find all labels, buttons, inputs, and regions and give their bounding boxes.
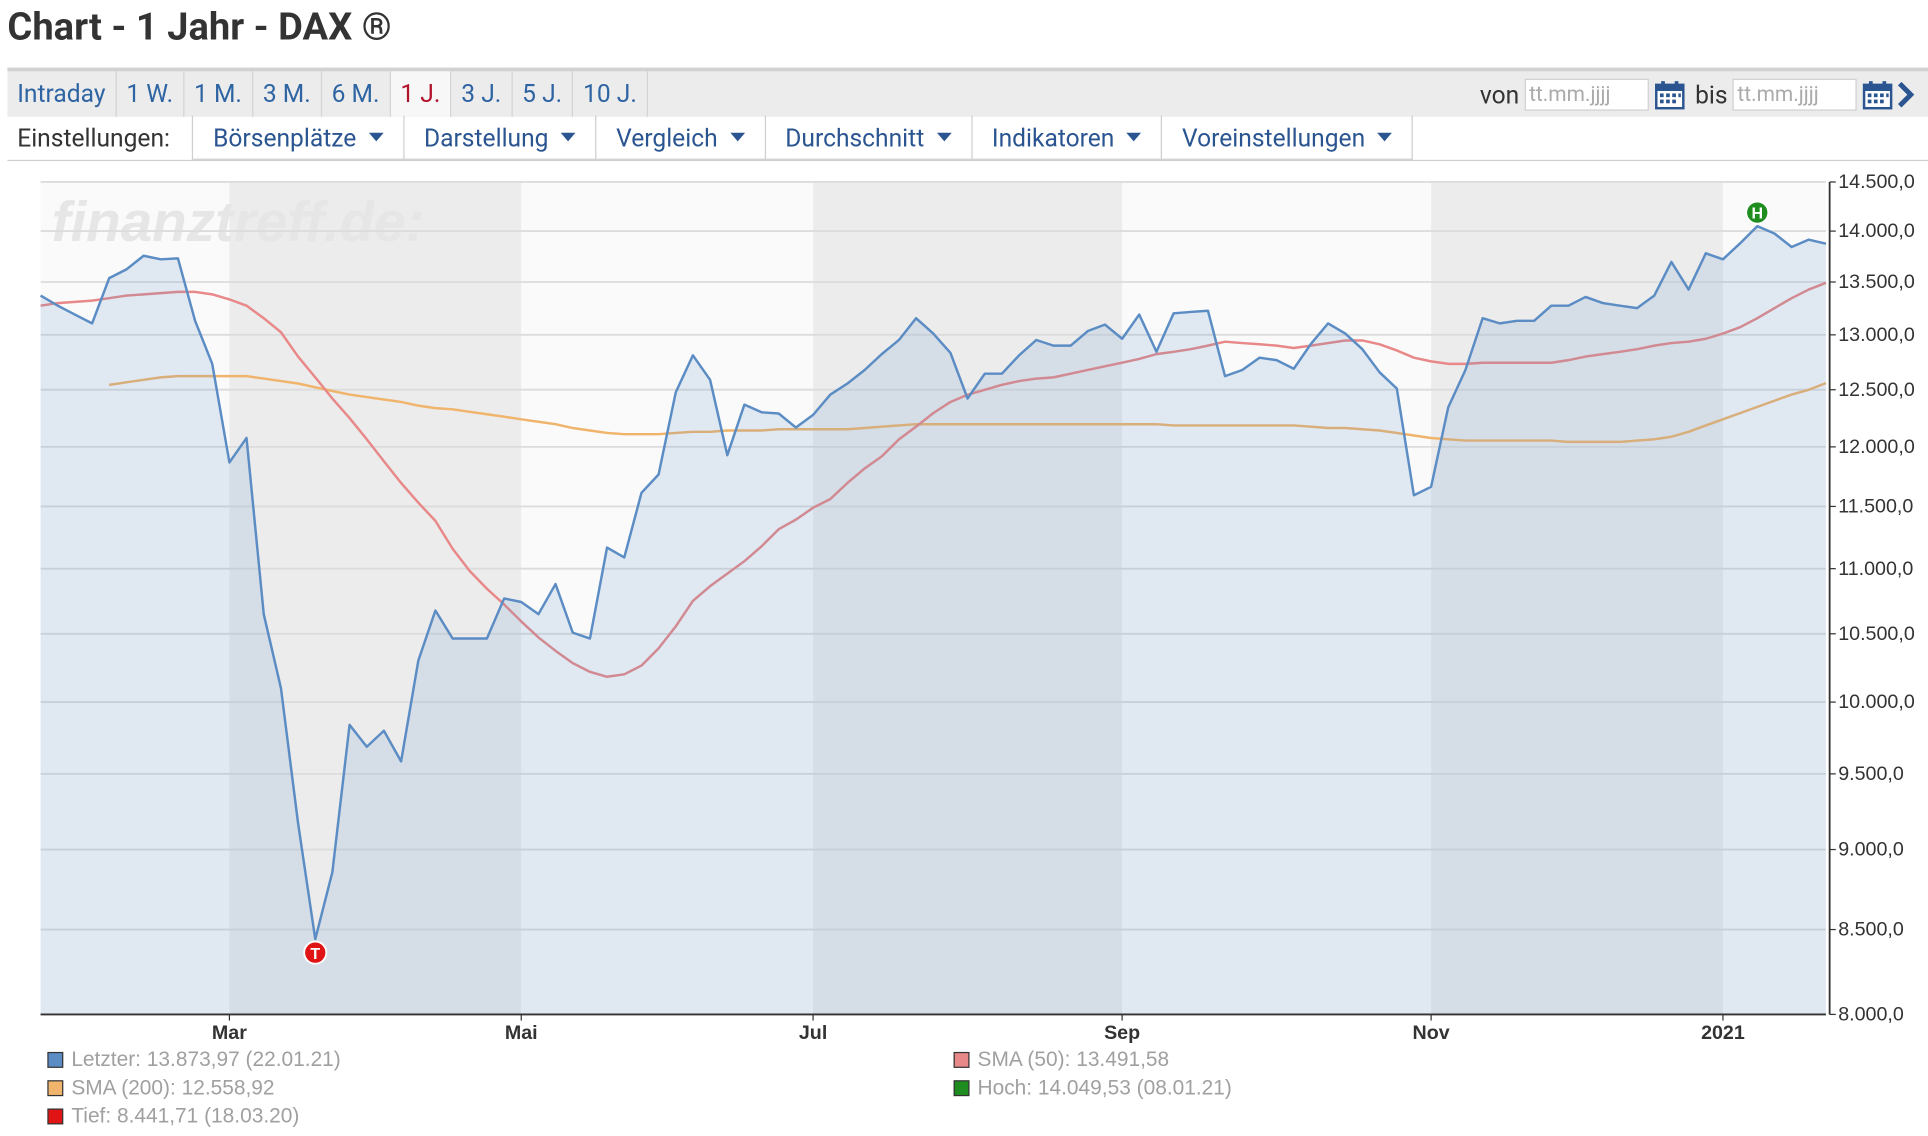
extreme-marker-letter: H xyxy=(1752,206,1764,223)
x-tick-label: Mar xyxy=(212,1022,247,1044)
watermark: finanztreff.de: xyxy=(52,190,425,253)
extreme-marker xyxy=(1745,200,1770,225)
range-tab[interactable]: 1 W. xyxy=(117,71,185,117)
page-title: Chart - 1 Jahr - DAX ® xyxy=(7,3,392,50)
x-tick-label: Jul xyxy=(799,1022,827,1044)
menu-dropdown[interactable]: Darstellung xyxy=(404,115,597,160)
y-tick-label: 11.500,0 xyxy=(1838,496,1913,518)
from-input[interactable]: tt.mm.jjjj xyxy=(1524,78,1649,111)
legend-swatch xyxy=(953,1080,970,1097)
menu-dropdown[interactable]: Vergleich xyxy=(596,115,766,160)
series-line xyxy=(40,281,1827,678)
plot-band xyxy=(1431,181,1723,1015)
legend-swatch xyxy=(953,1051,970,1068)
legend-label: Hoch: 14.049,53 (08.01.21) xyxy=(978,1076,1232,1099)
y-tick-label: 10.000,0 xyxy=(1838,691,1915,713)
range-tab[interactable]: 3 M. xyxy=(253,71,322,117)
legend-label: Letzter: 13.873,97 (22.01.21) xyxy=(71,1048,340,1071)
calendar-icon[interactable] xyxy=(1862,78,1894,110)
y-tick-label: 14.500,0 xyxy=(1838,171,1915,193)
legend-label: SMA (200): 12.558,92 xyxy=(71,1076,274,1099)
x-tick-label: Mai xyxy=(505,1022,538,1044)
y-tick-label: 14.000,0 xyxy=(1838,220,1915,242)
menu-dropdown[interactable]: Durchschnitt xyxy=(765,115,973,160)
series-line xyxy=(39,224,1827,941)
from-label: von xyxy=(1479,79,1520,109)
menu-dropdown[interactable]: Voreinstellungen xyxy=(1162,115,1414,160)
to-input[interactable]: tt.mm.jjjj xyxy=(1732,78,1857,111)
y-tick-label: 8.500,0 xyxy=(1838,919,1904,941)
y-tick-label: 12.000,0 xyxy=(1838,436,1915,458)
x-tick-label: Nov xyxy=(1413,1022,1450,1044)
range-tab[interactable]: 5 J. xyxy=(512,71,574,117)
menu-dropdown[interactable]: Börsenplätze xyxy=(193,115,405,160)
range-tab[interactable]: 6 M. xyxy=(322,71,391,117)
x-tick-label: 2021 xyxy=(1701,1022,1745,1044)
tab-bar: Intraday 1 W. 1 M. 3 M. 6 M. 1 J. 3 J. 5 J. 10 J… xyxy=(7,67,1928,117)
plot-band xyxy=(229,181,522,1015)
toolbar-label: Einstellungen: xyxy=(7,115,194,160)
y-tick-label: 13.000,0 xyxy=(1838,324,1915,346)
series-area xyxy=(40,226,1826,1015)
y-tick-label: 10.500,0 xyxy=(1838,623,1915,645)
y-tick-label: 9.000,0 xyxy=(1838,839,1904,861)
to-label: bis xyxy=(1695,79,1728,109)
y-tick-label: 11.000,0 xyxy=(1838,558,1913,580)
legend-swatch xyxy=(47,1051,64,1068)
legend-swatch xyxy=(47,1080,64,1097)
y-tick-label: 9.500,0 xyxy=(1838,763,1904,785)
extreme-marker xyxy=(303,940,328,965)
range-tab[interactable]: 3 J. xyxy=(451,71,513,117)
plot-band xyxy=(813,181,1123,1015)
x-tick-label: Sep xyxy=(1104,1022,1140,1044)
range-tab[interactable]: Intraday xyxy=(7,71,117,117)
range-tab[interactable]: 1 J. xyxy=(390,71,452,117)
range-tab[interactable]: 10 J. xyxy=(573,71,648,117)
next-arrow[interactable] xyxy=(1894,78,1919,110)
y-tick-label: 8.000,0 xyxy=(1838,1004,1904,1026)
menu-dropdown[interactable]: Indikatoren xyxy=(972,115,1163,160)
calendar-icon[interactable] xyxy=(1653,78,1685,110)
plot-band xyxy=(40,181,230,1015)
extreme-marker-letter: T xyxy=(310,946,320,963)
legend-swatch xyxy=(47,1108,64,1125)
plot-band xyxy=(1122,181,1432,1015)
range-tab[interactable]: 1 M. xyxy=(184,71,253,117)
plot-band xyxy=(1722,181,1826,1015)
y-tick-label: 13.500,0 xyxy=(1838,271,1915,293)
legend-label: SMA (50): 13.491,58 xyxy=(978,1048,1170,1071)
series-line xyxy=(109,374,1827,444)
legend-label: Tief: 8.441,71 (18.03.20) xyxy=(71,1105,299,1128)
plot-band xyxy=(521,181,814,1015)
y-tick-label: 12.500,0 xyxy=(1838,379,1915,401)
date-range: von tt.mm.jjjj bis tt.mm.jjjj xyxy=(1480,71,1918,116)
toolbar: Einstellungen: Börsenplätze Darstellung Ve… xyxy=(7,115,1928,162)
